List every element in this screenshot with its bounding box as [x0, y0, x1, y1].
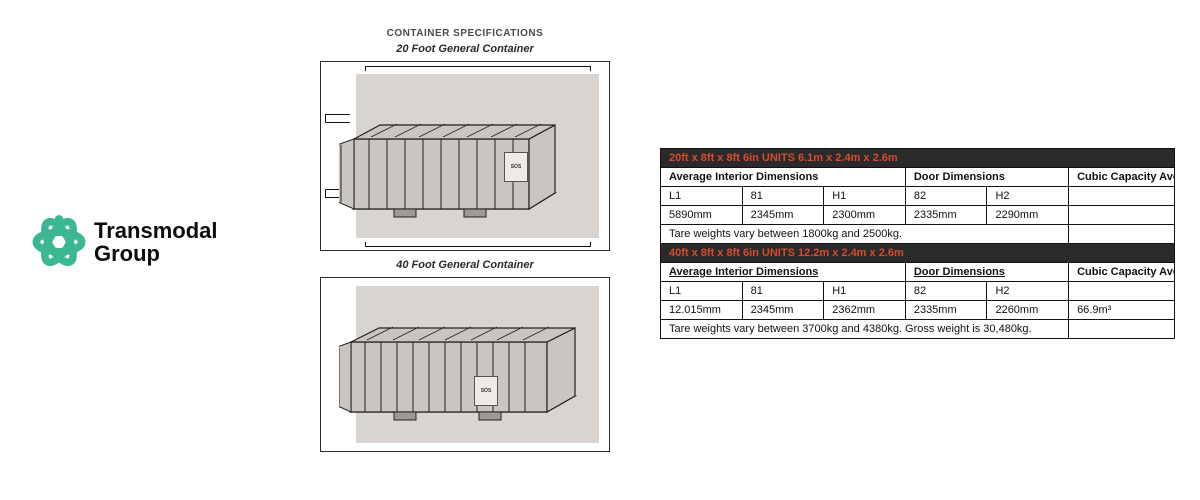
diagram-20ft: SOS [320, 61, 610, 251]
table-row: L1 81 H1 82 H2 [661, 186, 1174, 205]
spec-title: CONTAINER SPECIFICATIONS [320, 28, 610, 39]
td: 2335mm [906, 301, 988, 319]
td: 2345mm [743, 301, 825, 319]
col-group-cubic: Cubic Capacity Average [1069, 168, 1174, 186]
th [1069, 282, 1174, 300]
td: 2300mm [824, 206, 906, 224]
table-row: Tare weights vary between 1800kg and 250… [661, 224, 1174, 243]
container-specifications: CONTAINER SPECIFICATIONS 20 Foot General… [320, 28, 610, 452]
dimension-bracket-icon [365, 66, 591, 71]
spec-tables: 20ft x 8ft x 8ft 6in UNITS 6.1m x 2.4m x… [660, 148, 1175, 339]
th: 82 [906, 187, 988, 205]
brand-line1: Transmodal [94, 219, 217, 242]
diagram-40ft: SOS [320, 277, 610, 452]
dimension-bracket-icon [365, 242, 591, 247]
th: L1 [661, 187, 743, 205]
th: 81 [743, 187, 825, 205]
th: H1 [824, 187, 906, 205]
table-row: Average Interior Dimensions Door Dimensi… [661, 167, 1174, 186]
sos-label: SOS [511, 164, 522, 170]
brand-name: Transmodal Group [94, 219, 217, 265]
container-icon [339, 320, 587, 435]
sos-label: SOS [481, 388, 492, 394]
td [1069, 320, 1174, 338]
th: L1 [661, 282, 743, 300]
td: 2290mm [987, 206, 1069, 224]
td: 66.9m³ [1069, 301, 1174, 319]
table-row: 12.015mm 2345mm 2362mm 2335mm 2260mm 66.… [661, 300, 1174, 319]
col-group-door: Door Dimensions [906, 263, 1069, 281]
container-icon [339, 117, 569, 232]
table-row: 5890mm 2345mm 2300mm 2335mm 2290mm [661, 205, 1174, 224]
th: 81 [743, 282, 825, 300]
td: 2335mm [906, 206, 988, 224]
td: 2260mm [987, 301, 1069, 319]
th [1069, 187, 1174, 205]
td [1069, 225, 1174, 243]
sos-panel: SOS [474, 376, 498, 406]
td: 2345mm [743, 206, 825, 224]
table-band-20ft: 20ft x 8ft x 8ft 6in UNITS 6.1m x 2.4m x… [661, 149, 1174, 167]
td [1069, 206, 1174, 224]
th: 82 [906, 282, 988, 300]
th: H2 [987, 282, 1069, 300]
table-row: Tare weights vary between 3700kg and 438… [661, 319, 1174, 338]
td: 2362mm [824, 301, 906, 319]
sos-panel: SOS [504, 152, 528, 182]
td: 5890mm [661, 206, 743, 224]
brand-line2: Group [94, 242, 217, 265]
col-group-interior: Average Interior Dimensions [661, 263, 906, 281]
col-group-interior: Average Interior Dimensions [661, 168, 906, 186]
atom-icon [32, 215, 86, 269]
th: H2 [987, 187, 1069, 205]
table-row: L1 81 H1 82 H2 [661, 281, 1174, 300]
tare-note: Tare weights vary between 1800kg and 250… [661, 225, 1069, 243]
td: 12.015mm [661, 301, 743, 319]
table-band-40ft: 40ft x 8ft x 8ft 6in UNITS 12.2m x 2.4m … [661, 243, 1174, 262]
spec-subtitle-40ft: 40 Foot General Container [320, 259, 610, 271]
tare-note: Tare weights vary between 3700kg and 438… [661, 320, 1069, 338]
col-group-cubic: Cubic Capacity Average [1069, 263, 1174, 281]
th: H1 [824, 282, 906, 300]
spec-subtitle-20ft: 20 Foot General Container [320, 43, 610, 55]
col-group-door: Door Dimensions [906, 168, 1069, 186]
table-row: Average Interior Dimensions Door Dimensi… [661, 262, 1174, 281]
brand-logo: Transmodal Group [32, 215, 217, 269]
